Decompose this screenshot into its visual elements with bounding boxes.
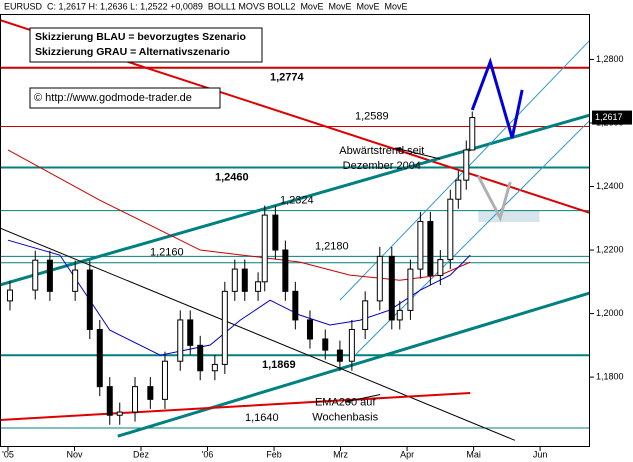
header-item: MovE [356, 1, 379, 11]
level-label: 1,2324 [280, 195, 314, 207]
plot-area [0, 19, 590, 441]
copyright-box [29, 87, 221, 109]
y-tick-label: 1,2000 [596, 308, 624, 318]
trend-line [0, 227, 516, 441]
header-item: BOLL1 MOVS BOLL2 [208, 1, 296, 11]
last-price-box [592, 110, 632, 125]
candle-body [221, 290, 228, 365]
header-item: MovE [328, 1, 351, 11]
candle-body [231, 268, 238, 292]
annotation-text: Abwärtstrend seit [339, 145, 424, 157]
header-item: MovE [384, 1, 407, 11]
annotation-arrow [344, 394, 381, 403]
candle-body [463, 149, 470, 181]
candle-body [376, 255, 383, 302]
candle-body [388, 255, 395, 321]
candle-body [147, 386, 154, 400]
candle-body [96, 328, 103, 388]
scenario-path [470, 57, 524, 139]
x-tick-label: '06 [202, 449, 214, 459]
y-tick-label: 1,2200 [596, 244, 624, 254]
annotation-text: EMA200 auf [315, 396, 376, 408]
candle-body [292, 290, 299, 321]
x-tick-label: Apr [400, 449, 414, 459]
candle-body [6, 289, 13, 302]
candle-body [407, 268, 414, 311]
arrow-head [345, 398, 351, 404]
x-tick-label: Mai [466, 449, 481, 459]
level-label: 1,2589 [355, 110, 389, 122]
annotation-arrow [394, 147, 440, 160]
x-tick-label: Mrz [333, 449, 348, 459]
x-tick-label: Dez [133, 449, 150, 459]
candle-body [469, 117, 476, 151]
candle-body [348, 328, 355, 362]
y-tick-label: 1,2400 [596, 181, 624, 191]
candle-body [306, 319, 313, 340]
candle-body [272, 214, 279, 251]
candle-body [241, 268, 248, 292]
candle-body [336, 349, 343, 362]
moving-average [7, 149, 471, 281]
candle-body [46, 259, 53, 292]
scenario-path [476, 175, 512, 223]
candle-body [427, 220, 434, 276]
annotation-text: Wochenbasis [312, 411, 378, 423]
candle-body [116, 411, 123, 416]
candle-body [86, 269, 93, 330]
plot-border [0, 14, 590, 447]
x-tick-label: Feb [266, 449, 282, 459]
candle-body [32, 259, 39, 291]
candle-body [447, 198, 454, 261]
candle-body [322, 338, 329, 351]
x-tick-label: '05 [2, 449, 14, 459]
header-item: EURUSD [4, 1, 43, 11]
legend-text: Skizzierung BLAU = bevorzugtes Szenario [35, 31, 246, 43]
trend-line [0, 391, 471, 421]
header-item: C: 1,2617 H: 1,2636 L: 1,2522 +0,0089 [47, 1, 203, 11]
legend-box [29, 27, 263, 63]
candle-body [187, 319, 194, 346]
y-tick-label: 1,2800 [596, 54, 624, 64]
candle-body [106, 386, 113, 416]
target-zone [478, 210, 540, 223]
level-label: 1,1869 [262, 359, 296, 371]
candle-body [455, 179, 462, 200]
legend-text: Skizzierung GRAU = Alternativszenario [35, 46, 230, 58]
candle-body [211, 363, 218, 372]
candle-body [197, 344, 204, 372]
level-label: 1,2460 [215, 171, 249, 183]
candle-body [177, 319, 184, 362]
level-label: 1,2160 [150, 247, 184, 259]
level-label: 1,2774 [270, 72, 305, 84]
x-tick-label: Jun [533, 449, 548, 459]
moving-average [7, 239, 471, 356]
candle-body [132, 386, 139, 413]
candle-body [161, 360, 168, 400]
trend-line [0, 113, 590, 287]
candle-body [437, 259, 444, 276]
candle-body [362, 300, 369, 330]
header-item: MovE [300, 1, 323, 11]
copyright: © http://www.godmode-trader.de [34, 92, 192, 104]
candle-body [396, 309, 403, 321]
arrow-head [395, 147, 401, 152]
candle-body [261, 214, 268, 283]
y-tick-label: 1,1800 [596, 371, 624, 381]
level-label: 1,2180 [315, 240, 349, 252]
trend-line [117, 291, 590, 438]
level-label: 1,1640 [245, 412, 279, 424]
candle-body [282, 249, 289, 292]
annotation-text: Dezember 2004 [343, 160, 421, 172]
last-price-label: 1,2617 [595, 112, 623, 122]
x-tick-label: Nov [66, 449, 83, 459]
candle-body [72, 269, 79, 292]
candle-body [255, 281, 262, 292]
candle-body [417, 220, 424, 270]
